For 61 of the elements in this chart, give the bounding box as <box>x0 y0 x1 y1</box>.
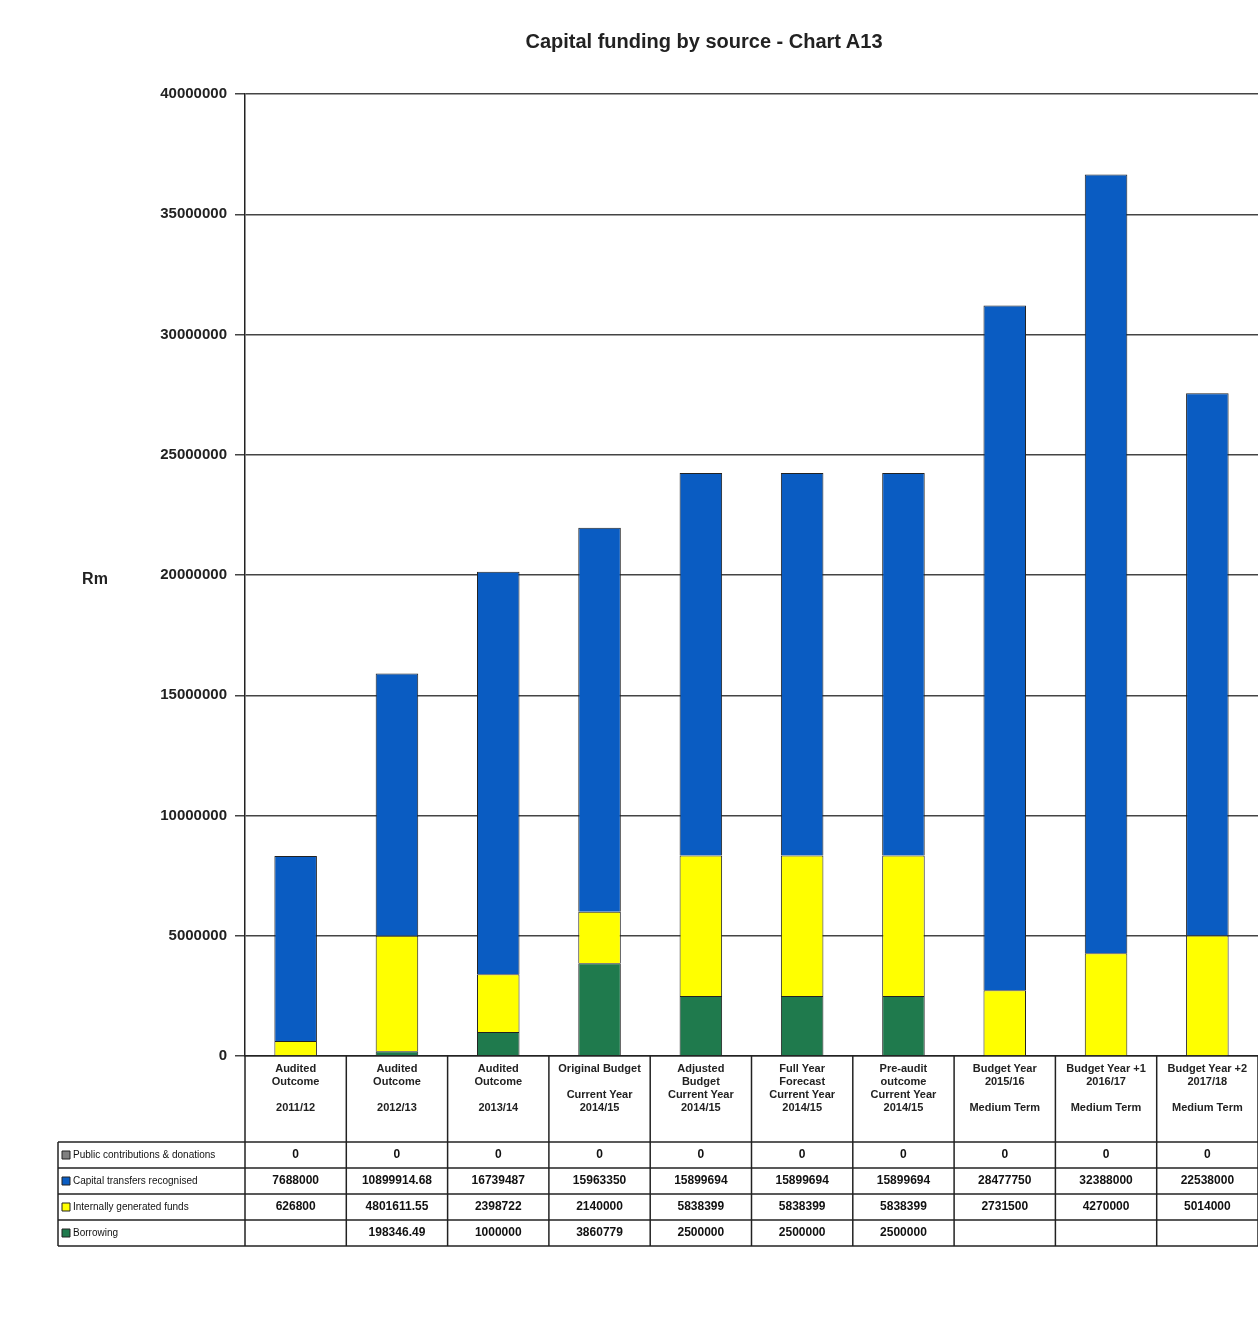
x-tick-label: Adjusted Budget Current Year 2014/15 <box>667 1061 735 1114</box>
y-tick-label: 30000000 <box>160 324 227 342</box>
data-label: 2398722 <box>474 1199 522 1214</box>
data-label: 3860779 <box>576 1225 624 1240</box>
y-tick-label: 35000000 <box>160 204 227 222</box>
y-tick-label: 15000000 <box>160 685 227 703</box>
data-label: 5838399 <box>880 1199 928 1214</box>
data-label: 0 <box>292 1147 300 1162</box>
data-label: 626800 <box>275 1199 316 1214</box>
data-label: 22538000 <box>1180 1173 1235 1188</box>
data-label: 15899694 <box>876 1173 931 1188</box>
data-label: 15899694 <box>775 1173 830 1188</box>
data-label: 2500000 <box>677 1225 725 1240</box>
y-tick-label: 0 <box>218 1046 227 1064</box>
data-label: 10899914.68 <box>361 1173 433 1188</box>
data-label: 32388000 <box>1079 1173 1134 1188</box>
y-tick-label: 20000000 <box>160 565 227 583</box>
data-label: 0 <box>1102 1147 1110 1162</box>
y-axis-title: Rm <box>82 570 108 588</box>
category-label: Budget Year +2 2017/18 Medium Term <box>1167 1061 1248 1114</box>
data-label: 16739487 <box>471 1173 526 1188</box>
x-tick-label: Full Year Forecast Current Year 2014/15 <box>769 1061 836 1114</box>
data-label: 5838399 <box>778 1199 826 1214</box>
category-label: Audited Outcome 2013/14 <box>474 1061 523 1114</box>
data-label: 28477750 <box>978 1173 1032 1188</box>
data-label: 5838399 <box>677 1199 725 1214</box>
data-label: 0 <box>900 1147 908 1162</box>
category-label: Audited Outcome 2011/12 <box>271 1061 320 1114</box>
category-label: Audited Outcome 2012/13 <box>373 1061 421 1114</box>
y-tick-label: 10000000 <box>160 805 227 823</box>
data-label: 15899694 <box>674 1173 728 1188</box>
category-label: Budget Year +1 2016/17 Medium Term <box>1066 1061 1146 1114</box>
data-label: 0 <box>697 1147 705 1162</box>
data-label: 4801611.55 <box>365 1199 429 1214</box>
legend-label: Public contributions & donations <box>73 1148 216 1160</box>
y-tick-label: 25000000 <box>160 444 227 462</box>
data-label: 0 <box>1001 1147 1009 1162</box>
data-label: 2140000 <box>576 1199 624 1214</box>
y-tick-label: 40000000 <box>160 84 227 102</box>
legend-label: Capital transfers recognised <box>73 1174 198 1186</box>
data-label: 2500000 <box>880 1225 928 1240</box>
data-label: 0 <box>1204 1147 1212 1162</box>
data-label: 0 <box>494 1147 502 1162</box>
data-label: 1000000 <box>474 1225 522 1240</box>
legend-label: Borrowing <box>73 1226 119 1238</box>
data-label: 0 <box>798 1147 806 1162</box>
data-label: 0 <box>393 1147 401 1162</box>
data-label: 5014000 <box>1183 1199 1232 1214</box>
data-label: 4270000 <box>1082 1199 1130 1214</box>
data-label: 2500000 <box>778 1225 826 1240</box>
category-label: Budget Year 2015/16 Medium Term <box>969 1061 1041 1114</box>
data-label: 15963350 <box>572 1173 627 1188</box>
x-tick-label: Pre-audit outcome Current Year 2014/15 <box>870 1061 938 1114</box>
chart-title: Capital funding by source - Chart A13 <box>525 29 883 52</box>
legend-label: Internally generated funds <box>73 1200 189 1212</box>
data-label: 2731500 <box>981 1199 1029 1214</box>
category-label: Original Budget Current Year 2014/15 <box>558 1061 641 1114</box>
data-label: 7688000 <box>272 1173 320 1188</box>
data-label: 198346.49 <box>368 1225 426 1240</box>
y-tick-label: 5000000 <box>168 925 227 943</box>
data-label: 0 <box>596 1147 604 1162</box>
